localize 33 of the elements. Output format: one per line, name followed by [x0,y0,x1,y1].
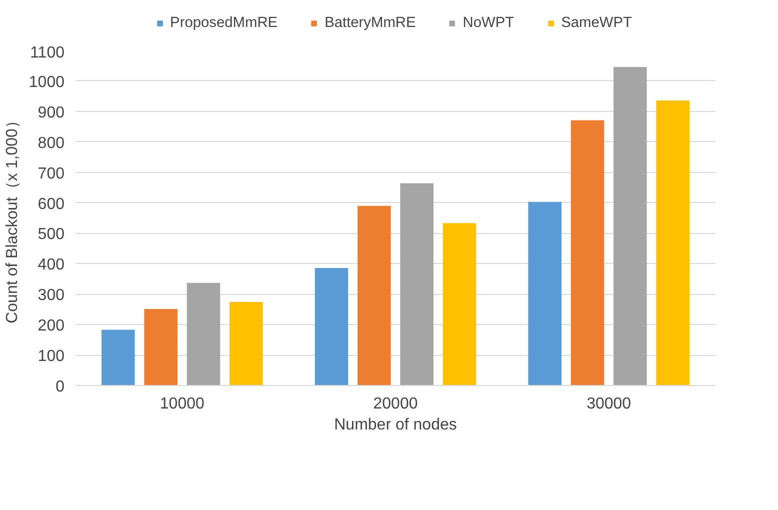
x-axis-title: Number of nodes [334,416,457,434]
bar [442,223,476,386]
legend-label: NoWPT [462,14,514,30]
bar [102,330,135,386]
bar [656,100,690,386]
y-tick-label: 1000 [28,74,65,91]
y-tick-label: 400 [38,256,65,274]
bar [144,309,178,386]
y-tick-label: 800 [38,134,65,152]
x-tick-label: 10000 [160,396,205,412]
y-tick-label: 100 [38,348,65,366]
y-tick-label: 500 [38,226,65,244]
y-tick-label: 600 [38,196,65,213]
y-tick-label: 200 [38,318,65,335]
bar [230,302,263,386]
x-tick-label: 20000 [373,396,418,412]
bar [570,120,604,386]
y-tick-label: 0 [56,378,65,396]
bar [186,282,220,386]
y-tick-label: 1100 [30,44,65,62]
y-tick-label: 300 [38,287,65,304]
bar [614,66,647,386]
bar [400,183,434,386]
bar [314,268,348,386]
legend-label: BatteryMmRE [324,14,416,30]
legend-label: ProposedMmRE [170,14,278,30]
bar [528,202,562,386]
x-tick-label: 30000 [586,396,632,412]
y-tick-label: 900 [38,104,65,122]
bar [358,206,391,386]
y-axis-title: Count of Blackout（x 1,000） [4,112,21,324]
legend-label: SameWPT [561,14,632,30]
y-tick-label: 700 [38,165,65,182]
